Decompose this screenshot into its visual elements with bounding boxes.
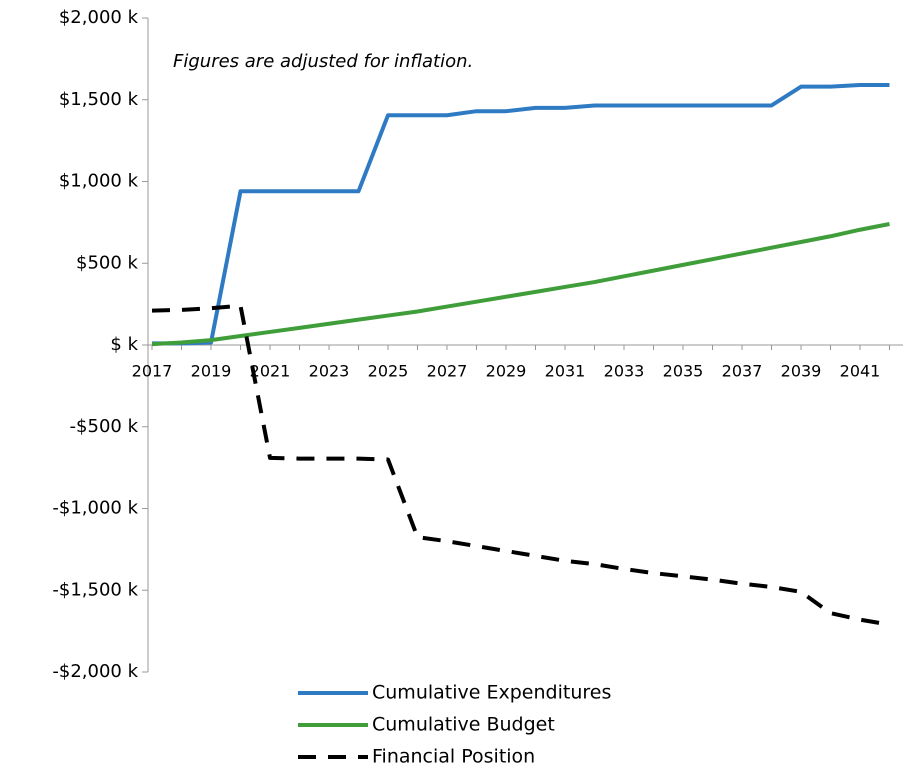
y-tick-label: -$1,000 k xyxy=(52,498,138,519)
x-tick-label: 2033 xyxy=(604,362,645,381)
x-tick-label: 2029 xyxy=(486,362,527,381)
x-tick-label: 2035 xyxy=(663,362,704,381)
series-line xyxy=(152,83,890,346)
x-tick-label: 2041 xyxy=(840,362,881,381)
y-tick-label: -$1,500 k xyxy=(52,579,138,600)
x-tick-label: 2037 xyxy=(722,362,763,381)
x-tick-label: 2039 xyxy=(781,362,822,381)
series-line xyxy=(151,303,890,627)
y-tick-label: -$2,000 k xyxy=(52,661,138,682)
x-tick-label: 2017 xyxy=(132,362,173,381)
x-tick-label: 2023 xyxy=(309,362,350,381)
x-tick-label: 2021 xyxy=(250,362,291,381)
legend-label: Cumulative Budget xyxy=(372,714,555,736)
x-tick-label: 2031 xyxy=(545,362,586,381)
x-tick-label: 2027 xyxy=(427,362,468,381)
y-tick-label: $2,000 k xyxy=(59,7,139,28)
y-tick-label: $500 k xyxy=(76,252,139,273)
annotation: Figures are adjusted for inflation. xyxy=(173,51,473,72)
y-tick-label: $1,000 k xyxy=(59,171,139,192)
legend-label: Financial Position xyxy=(372,746,535,768)
series-line xyxy=(151,222,890,347)
x-tick-label: 2025 xyxy=(368,362,409,381)
x-tick-label: 2019 xyxy=(191,362,232,381)
y-tick-label: $1,500 k xyxy=(59,89,139,110)
y-tick-label: $ k xyxy=(110,334,138,355)
y-tick-label: -$500 k xyxy=(70,416,139,437)
legend-label: Cumulative Expenditures xyxy=(372,682,611,704)
